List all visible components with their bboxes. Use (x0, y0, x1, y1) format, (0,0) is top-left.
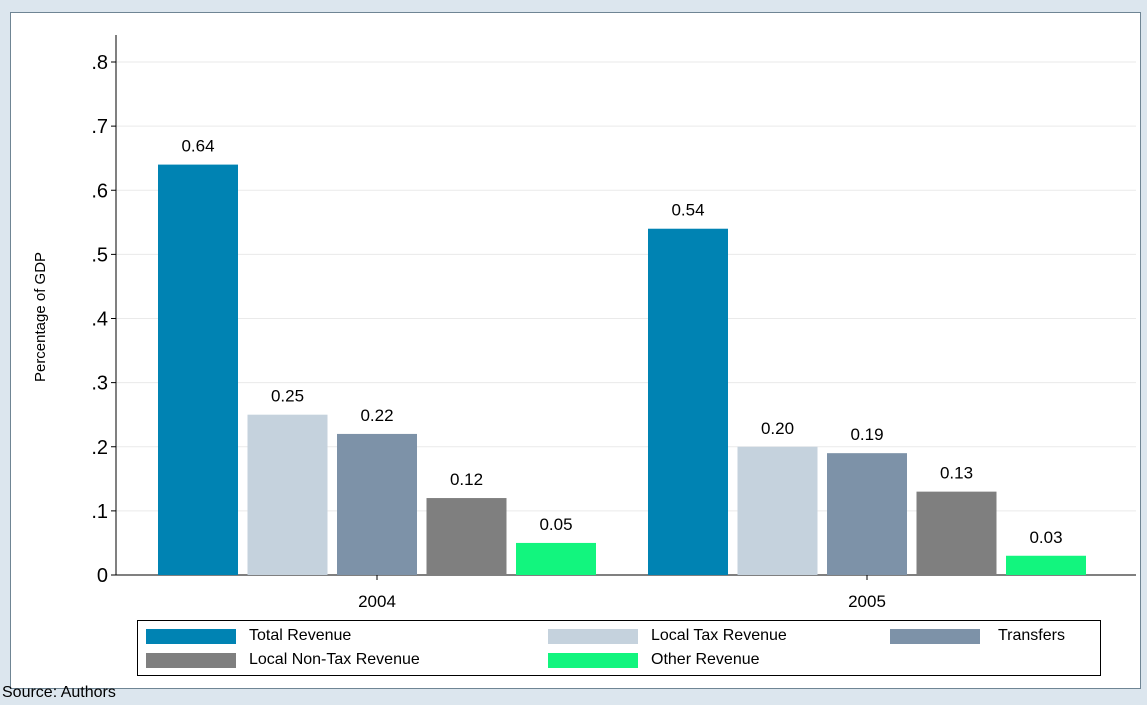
y-tick-label: 0 (97, 565, 108, 587)
bar-value-label: 0.13 (940, 464, 973, 483)
bar (337, 433, 417, 575)
legend-swatch (146, 652, 236, 668)
bar-value-label: 0.20 (761, 419, 794, 438)
y-tick-label: .2 (91, 437, 108, 459)
bar (426, 498, 507, 575)
bar (158, 164, 238, 575)
bar (827, 453, 907, 575)
bar-value-label: 0.64 (181, 137, 214, 156)
bar-value-label: 0.19 (850, 425, 883, 444)
legend-item: Other Revenue (548, 650, 760, 670)
legend-label: Total Revenue (249, 627, 352, 644)
legend-label: Other Revenue (651, 651, 760, 668)
legend-swatch (548, 652, 638, 668)
y-axis-label: Percentage of GDP (32, 252, 49, 382)
legend-item: Local Non-Tax Revenue (146, 650, 420, 670)
y-tick-label: .8 (91, 52, 108, 74)
legend-label: Transfers (998, 627, 1065, 644)
legend-swatch (890, 628, 980, 644)
y-tick-label: .6 (91, 180, 108, 202)
bar-value-label: 0.54 (671, 201, 704, 220)
x-tick-label: 2005 (848, 592, 886, 611)
x-tick-label: 2004 (358, 592, 396, 611)
bar-value-label: 0.12 (450, 470, 483, 489)
bar-value-label: 0.25 (271, 387, 304, 406)
legend-label: Local Tax Revenue (651, 627, 787, 644)
legend-item: Total Revenue (146, 626, 351, 646)
chart-legend: Total Revenue Local Tax Revenue Transfers L… (137, 620, 1101, 676)
y-tick-label: .7 (91, 116, 108, 138)
bar-value-label: 0.22 (360, 406, 393, 425)
legend-item: Transfers (890, 626, 1065, 646)
bar (247, 414, 328, 575)
y-tick-label: .3 (91, 373, 108, 395)
bar-value-label: 0.03 (1029, 528, 1062, 547)
y-tick-label: .5 (91, 244, 108, 266)
legend-item: Local Tax Revenue (548, 626, 787, 646)
legend-swatch (548, 628, 638, 644)
bar (648, 228, 728, 575)
bar-value-label: 0.05 (539, 515, 572, 534)
bar (1006, 555, 1086, 575)
bar (916, 491, 997, 575)
bar (737, 446, 818, 575)
bar (516, 542, 596, 575)
y-tick-label: .4 (91, 309, 108, 331)
legend-label: Local Non-Tax Revenue (249, 651, 420, 668)
source-note: Source: Authors (2, 684, 116, 701)
y-tick-label: .1 (91, 501, 108, 523)
legend-swatch (146, 628, 236, 644)
